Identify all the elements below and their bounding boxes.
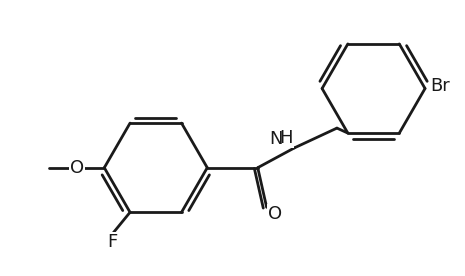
Text: Br: Br [430, 76, 450, 95]
Text: F: F [107, 233, 117, 251]
Text: O: O [267, 205, 282, 223]
Text: N: N [269, 130, 282, 148]
Text: H: H [280, 129, 293, 147]
Text: O: O [70, 159, 84, 177]
